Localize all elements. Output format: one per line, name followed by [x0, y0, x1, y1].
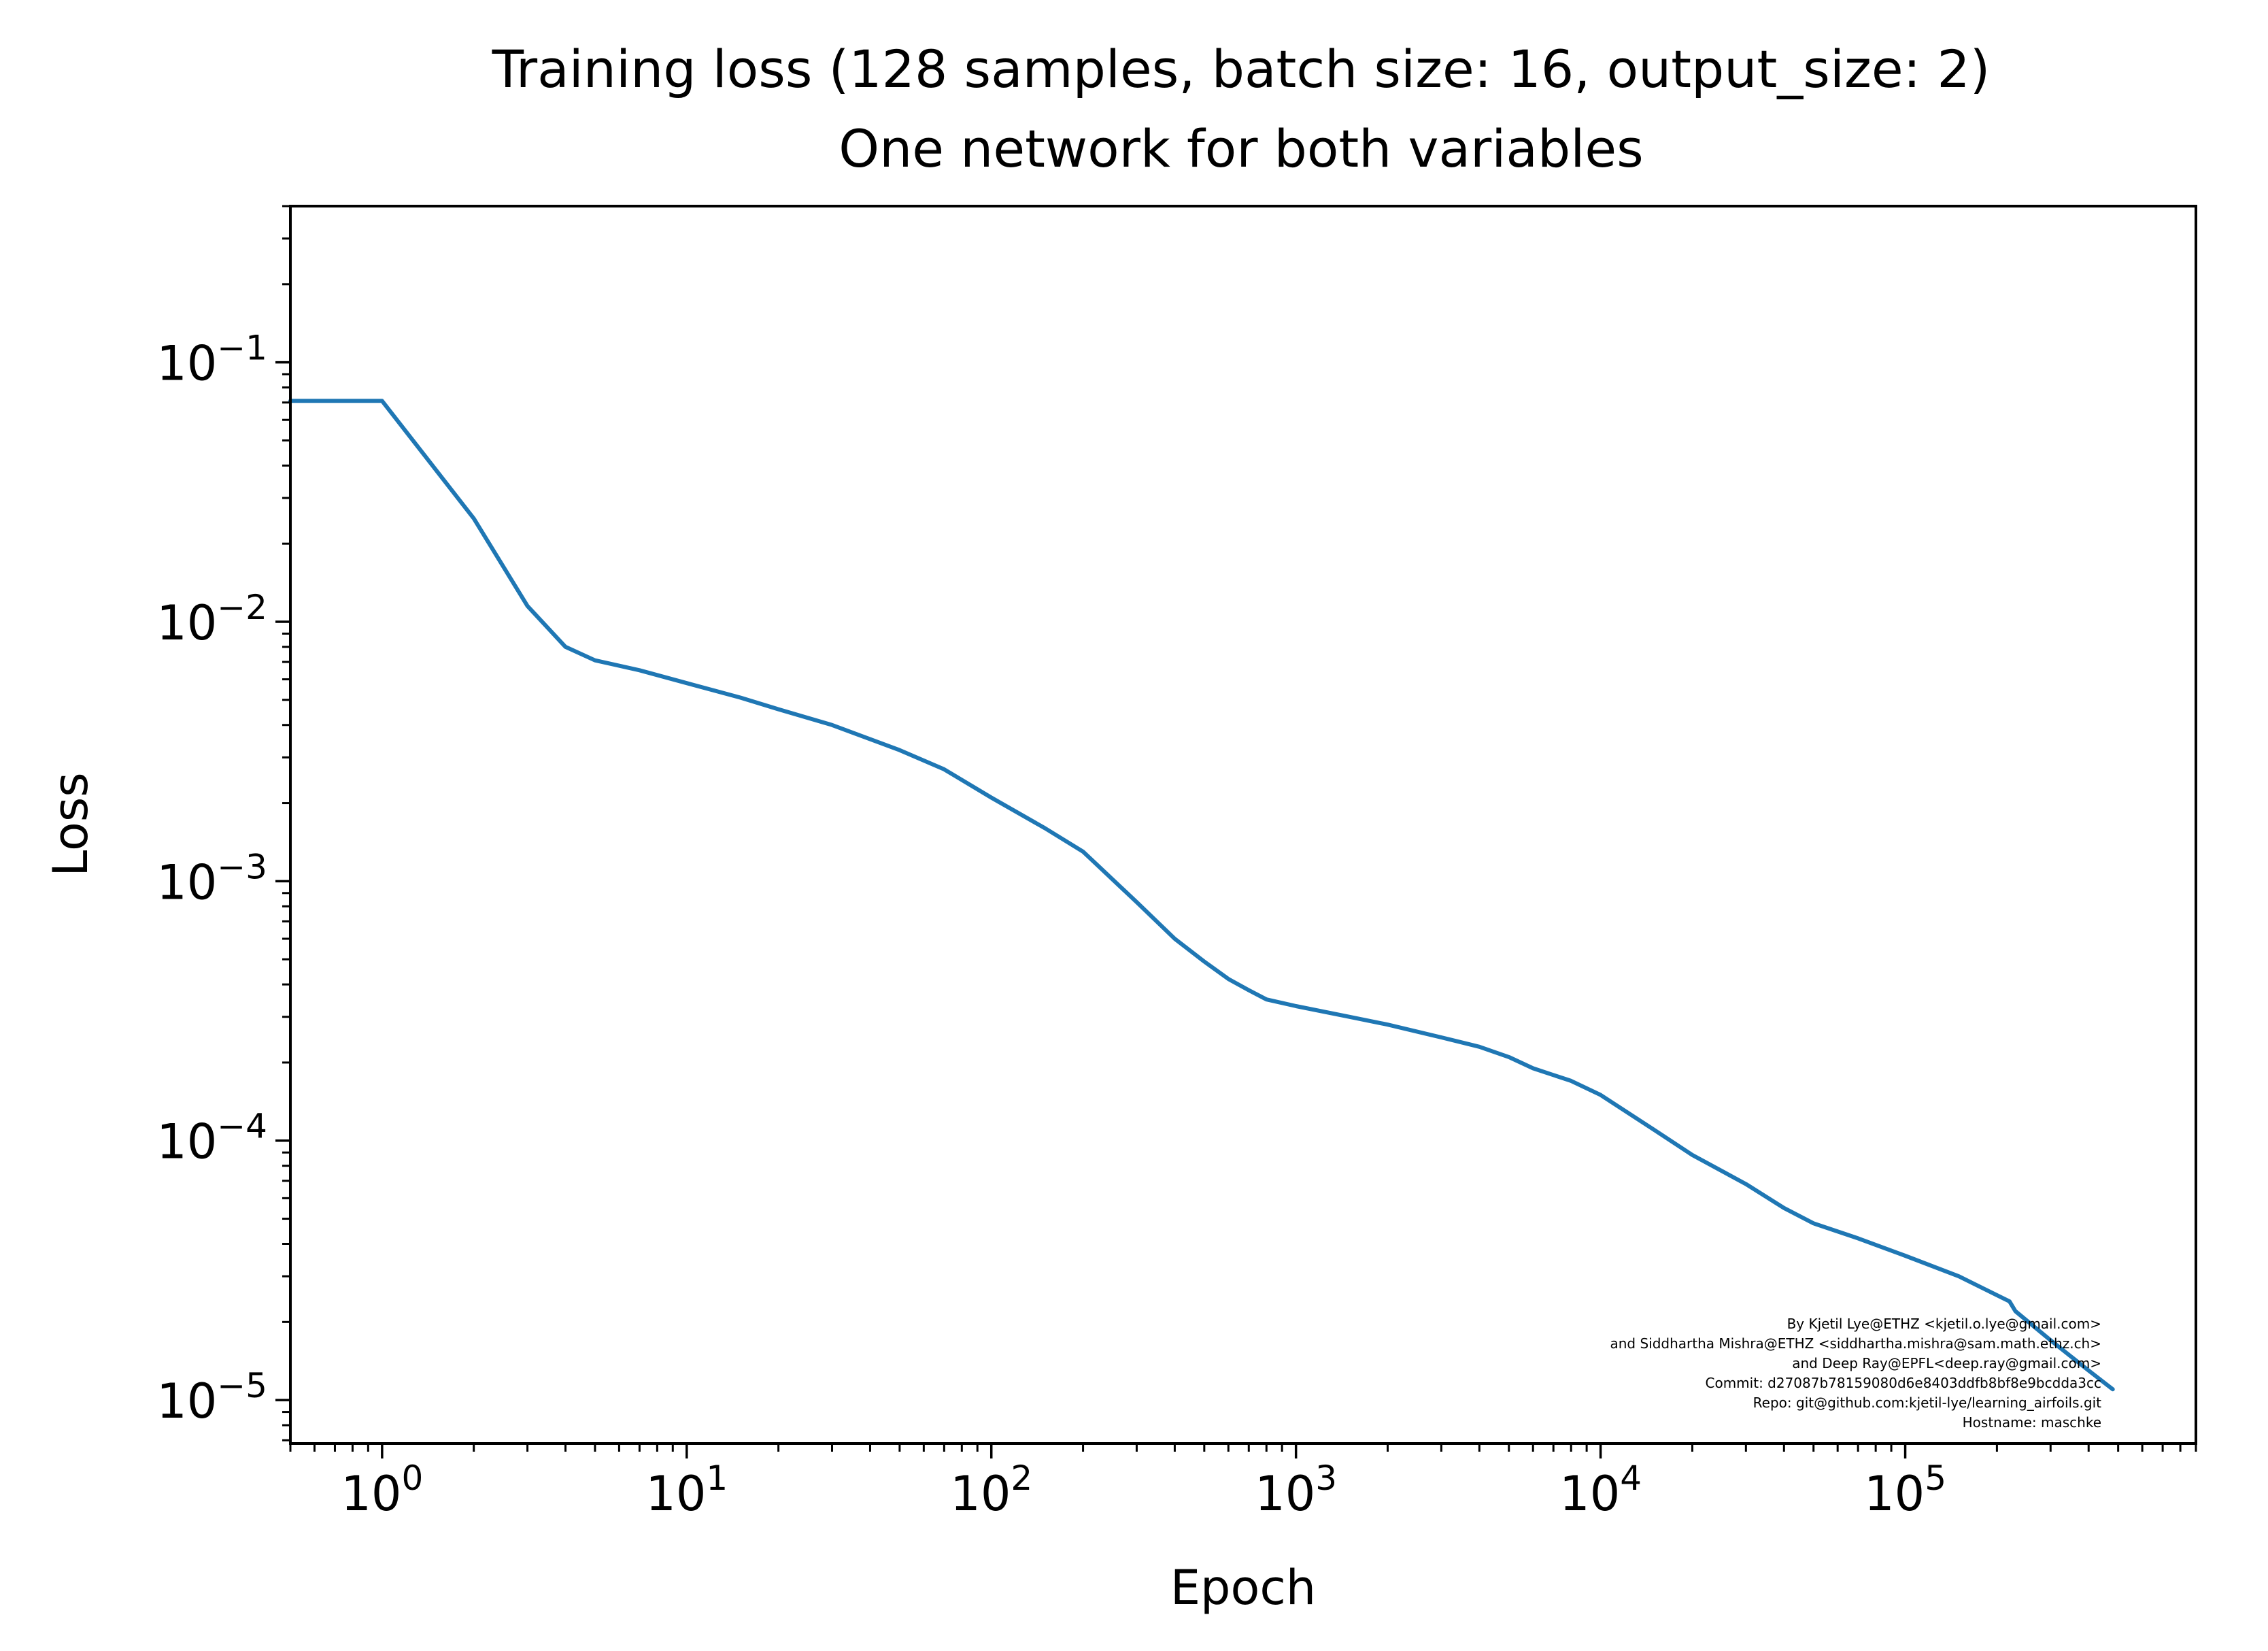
x-tick-label: 100: [341, 1458, 423, 1522]
x-tick-label: 101: [645, 1458, 728, 1522]
x-axis-label: Epoch: [1170, 1560, 1316, 1616]
watermark-line: and Deep Ray@EPFL<deep.ray@gmail.com>: [1792, 1355, 2101, 1371]
x-tick-label: 103: [1255, 1458, 1337, 1522]
y-axis: 10−1 10−2 10−3 10−4 10−5: [156, 205, 290, 1441]
watermark: By Kjetil Lye@ETHZ <kjetil.o.lye@gmail.c…: [1610, 1316, 2101, 1431]
plot-area: By Kjetil Lye@ETHZ <kjetil.o.lye@gmail.c…: [288, 205, 2197, 1445]
y-axis-label: Loss: [43, 772, 99, 877]
chart-title: Training loss (128 samples, batch size: …: [492, 39, 1991, 99]
y-tick-label: 10−1: [156, 329, 267, 392]
y-tick-label: 10−3: [156, 847, 267, 910]
y-tick-label: 10−5: [156, 1366, 267, 1429]
x-tick-label: 102: [950, 1458, 1032, 1522]
watermark-line: and Siddhartha Mishra@ETHZ <siddhartha.m…: [1610, 1335, 2101, 1352]
x-tick-label: 105: [1864, 1458, 1946, 1522]
watermark-line: Repo: git@github.com:kjetil-lye/learning…: [1753, 1395, 2101, 1411]
series-layer: [288, 399, 2115, 1392]
watermark-line: Hostname: maschke: [1963, 1414, 2101, 1431]
y-tick-label: 10−4: [156, 1107, 267, 1170]
x-tick-label: 104: [1559, 1458, 1642, 1522]
series-line-0: [288, 399, 2115, 1392]
y-tick-label: 10−2: [156, 588, 267, 651]
x-axis: 100 101 102 103 104 105: [289, 1444, 2197, 1522]
plot-frame: [289, 205, 2197, 1445]
watermark-line: Commit: d27087b78159080d6e8403ddfb8bf8e9…: [1706, 1375, 2102, 1391]
chart-subtitle: One network for both variables: [839, 118, 1643, 179]
watermark-line: By Kjetil Lye@ETHZ <kjetil.o.lye@gmail.c…: [1787, 1316, 2101, 1332]
